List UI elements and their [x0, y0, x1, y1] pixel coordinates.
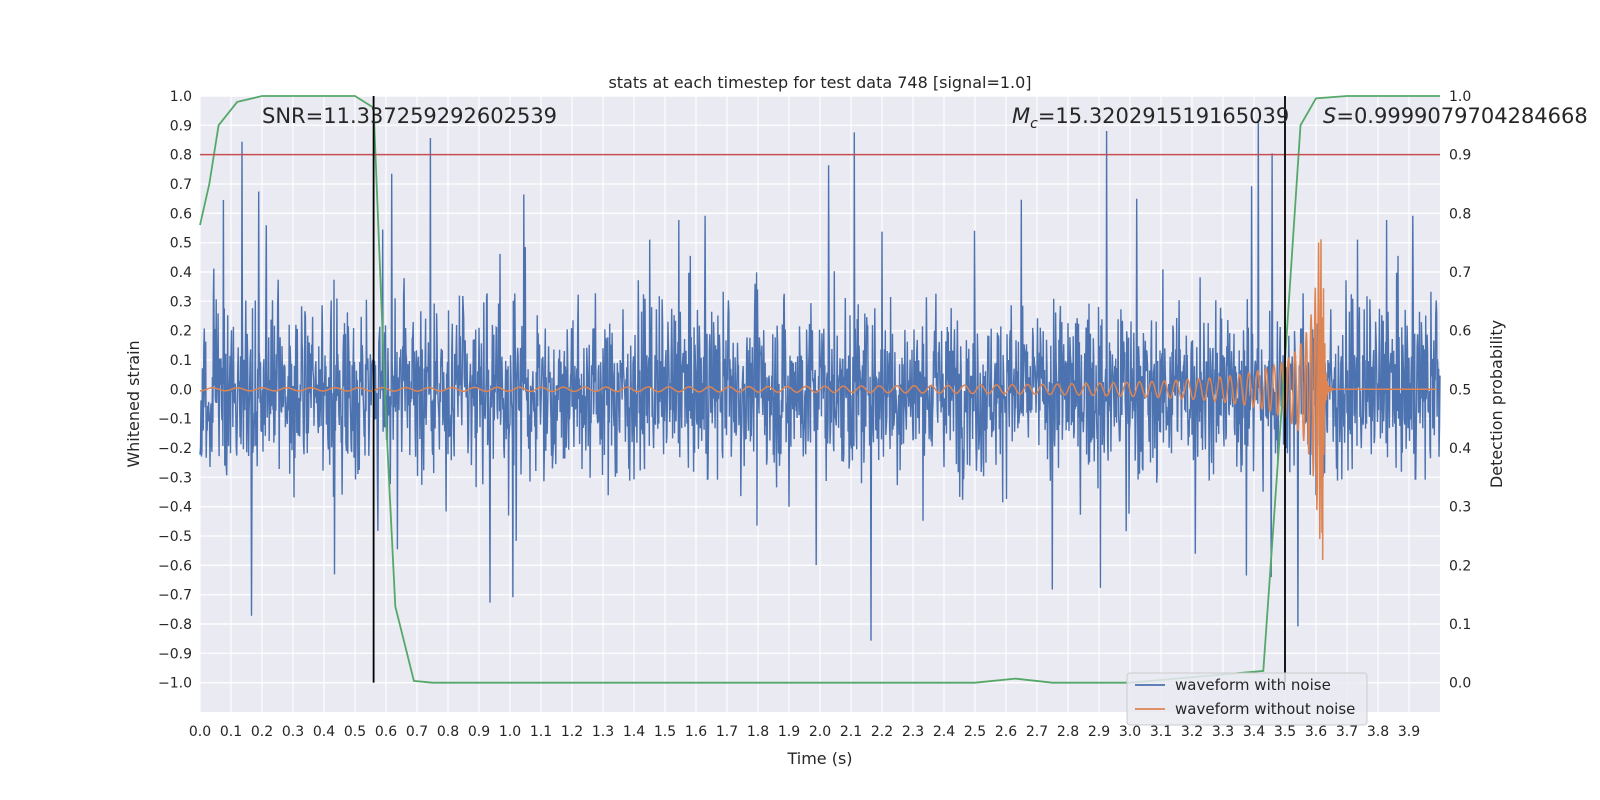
overlay-layer [199, 95, 1440, 684]
x-tick-label: 0.8 [437, 724, 459, 740]
y-tick-label-right: 0.3 [1449, 500, 1471, 516]
y-axis-label-right: Detection probability [1487, 320, 1506, 488]
y-tick-label-left: 0.2 [170, 324, 192, 340]
x-tick-label: 1.7 [716, 724, 738, 740]
x-axis-label: Time (s) [786, 749, 852, 768]
series-waveform-with-noise [199, 119, 1441, 641]
y-tick-label-left: 0.7 [170, 177, 192, 193]
y-axis-label-left: Whitened strain [124, 340, 143, 467]
x-tick-label: 0.9 [468, 724, 490, 740]
x-tick-label: 2.6 [995, 724, 1017, 740]
x-tick-label: 3.1 [1150, 724, 1172, 740]
x-tick-label: 3.3 [1212, 724, 1234, 740]
y-tick-label-right: 0.1 [1449, 617, 1471, 633]
y-tick-label-left: 0.4 [170, 265, 192, 281]
x-tick-label: 3.6 [1305, 724, 1327, 740]
chirp-mass-value: =15.320291519165039 [1038, 104, 1289, 128]
y-tick-label-left: 0.0 [170, 382, 192, 398]
x-tick-label: 0.0 [189, 724, 211, 740]
y-tick-label-left: −0.4 [158, 500, 192, 516]
y-tick-label-right: 1.0 [1449, 89, 1471, 105]
x-tick-label: 1.5 [654, 724, 676, 740]
y-tick-label-right: 0.6 [1449, 324, 1471, 340]
y-tick-label-left: −0.1 [158, 412, 192, 428]
y-tick-label-left: 0.3 [170, 294, 192, 310]
y-tick-label-right: 0.9 [1449, 148, 1471, 164]
x-tick-label: 1.0 [499, 724, 521, 740]
x-tick-label: 3.4 [1243, 724, 1265, 740]
y-tick-label-left: 0.9 [170, 118, 192, 134]
x-tick-label: 0.1 [220, 724, 242, 740]
x-tick-label: 2.8 [1057, 724, 1079, 740]
x-tick-label: 0.4 [313, 724, 335, 740]
y-tick-label-left: −0.5 [158, 529, 192, 545]
y-tick-label-left: −0.2 [158, 441, 192, 457]
y-tick-label-right: 0.8 [1449, 206, 1471, 222]
x-tick-label: 2.5 [964, 724, 986, 740]
x-tick-label: 1.1 [530, 724, 552, 740]
x-tick-label: 2.7 [1026, 724, 1048, 740]
score-annotation: S=0.9999079704284668 [1323, 104, 1588, 128]
legend-label-clean: waveform without noise [1175, 700, 1355, 718]
x-tick-label: 0.3 [282, 724, 304, 740]
score-symbol: S [1323, 104, 1336, 128]
x-tick-label: 3.0 [1119, 724, 1141, 740]
legend-label-noise: waveform with noise [1175, 676, 1331, 694]
score-value: =0.9999079704284668 [1336, 104, 1587, 128]
x-tick-label: 2.0 [809, 724, 831, 740]
y-tick-label-left: 0.1 [170, 353, 192, 369]
legend: waveform with noise waveform without noi… [1126, 672, 1368, 726]
x-tick-label: 3.5 [1274, 724, 1296, 740]
y-tick-label-right: 0.7 [1449, 265, 1471, 281]
y-tick-label-left: −0.6 [158, 558, 192, 574]
x-tick-label: 2.3 [902, 724, 924, 740]
x-tick-label: 3.8 [1367, 724, 1389, 740]
chirp-mass-subscript: c [1030, 116, 1038, 132]
x-tick-label: 1.8 [747, 724, 769, 740]
chart-title: stats at each timestep for test data 748… [608, 73, 1031, 92]
x-tick-label: 0.6 [375, 724, 397, 740]
x-tick-label: 3.2 [1181, 724, 1203, 740]
y-tick-label-left: −0.7 [158, 588, 192, 604]
series-detection-probability [199, 95, 1440, 684]
chirp-mass-symbol: M [1012, 104, 1030, 128]
series-waveform-without-noise [200, 239, 1437, 561]
x-tick-label: 3.9 [1398, 724, 1420, 740]
chirp-mass-annotation: Mc=15.320291519165039 [1012, 104, 1289, 132]
y-tick-label-right: 0.4 [1449, 441, 1471, 457]
y-tick-label-right: 0.0 [1449, 676, 1471, 692]
y-tick-label-right: 0.2 [1449, 558, 1471, 574]
x-tick-label: 1.6 [685, 724, 707, 740]
y-tick-label-left: −0.3 [158, 470, 192, 486]
x-tick-label: 1.9 [778, 724, 800, 740]
y-tick-label-left: −0.8 [158, 617, 192, 633]
x-tick-label: 1.2 [561, 724, 583, 740]
x-tick-label: 0.5 [344, 724, 366, 740]
x-tick-label: 1.4 [623, 724, 645, 740]
x-tick-label: 0.7 [406, 724, 428, 740]
y-tick-label-left: 0.8 [170, 148, 192, 164]
y-tick-label-right: 0.5 [1449, 382, 1471, 398]
x-tick-label: 2.9 [1088, 724, 1110, 740]
y-tick-label-left: 0.5 [170, 236, 192, 252]
x-tick-label: 0.2 [251, 724, 273, 740]
x-tick-label: 2.4 [933, 724, 955, 740]
x-tick-label: 3.7 [1336, 724, 1358, 740]
tick-layer: 0.0 0.1 0.2 0.3 0.4 0.5 0.6 0.7 0.8 0.9 1.0 1.1 1.2 1… [158, 89, 1471, 740]
y-tick-label-left: −1.0 [158, 676, 192, 692]
y-tick-label-left: −0.9 [158, 646, 192, 662]
legend-box [1126, 672, 1368, 726]
y-tick-label-left: 0.6 [170, 206, 192, 222]
x-tick-label: 1.3 [592, 724, 614, 740]
series-layer [199, 119, 1441, 641]
x-tick-label: 2.1 [840, 724, 862, 740]
snr-annotation: SNR=11.337259292602539 [262, 104, 557, 128]
x-tick-label: 2.2 [871, 724, 893, 740]
y-tick-label-left: 1.0 [170, 89, 192, 105]
